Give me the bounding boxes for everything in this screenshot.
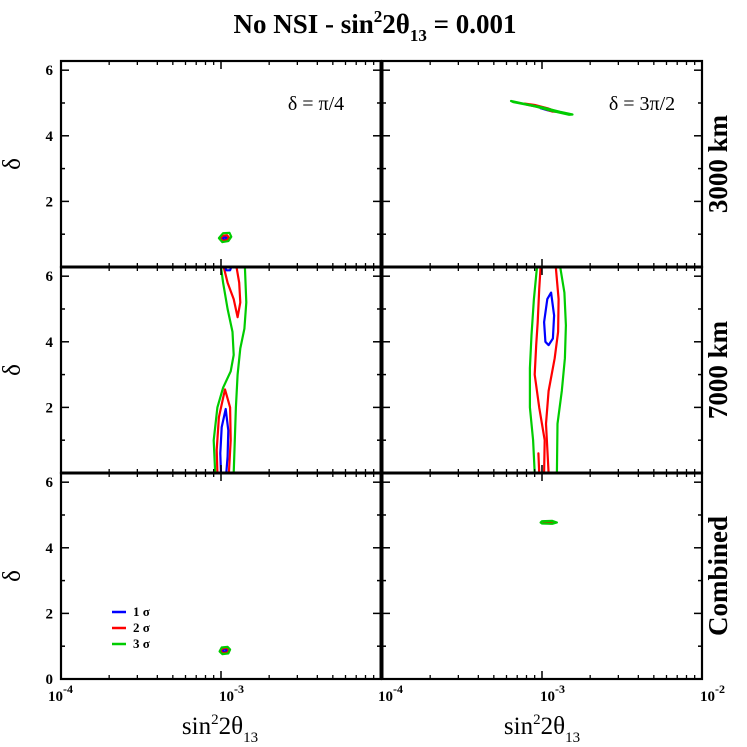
y-tick-label: 0	[46, 672, 54, 688]
y-tick-label: 6	[46, 269, 54, 285]
x-tick-label: 10-2	[700, 682, 725, 705]
y-tick-label: 2	[46, 400, 54, 416]
y-axis-label: δ	[0, 158, 26, 170]
contour-line	[212, 267, 235, 473]
panel-contours-r0-c1	[509, 99, 574, 116]
y-tick-label: 4	[46, 541, 54, 557]
contour-line	[215, 388, 232, 473]
panel-frame	[380, 59, 704, 269]
contour-line	[542, 291, 556, 347]
contour-layer	[212, 99, 574, 656]
panel-frame	[380, 471, 704, 681]
contour-line	[218, 645, 232, 656]
true-delta-label: δ = π/4	[288, 93, 344, 115]
legend-label: 3 σ	[133, 636, 150, 651]
panel-contours-r1-c1	[528, 267, 568, 473]
legend-label: 2 σ	[133, 620, 150, 635]
x-axis-label: sin22θ13	[504, 712, 580, 746]
contour-line	[528, 267, 539, 473]
row-label: Combined	[703, 516, 733, 636]
y-tick-label: 4	[46, 129, 54, 145]
contour-line	[223, 267, 233, 272]
ticks-layer: 2 4 6 2 4 6 0 2 4 6 10-4 10-3 10-4 10-3 10-2	[46, 61, 725, 705]
contour-line	[509, 99, 574, 116]
labels-layer: sin22θ13 sin22θ13 δ δ δ 3000 km 7000 km Combine…	[0, 93, 733, 746]
contour-line	[544, 267, 560, 473]
x-axis-label: sin22θ13	[182, 712, 258, 746]
row-label: 7000 km	[703, 320, 733, 419]
contour-line	[539, 519, 559, 525]
y-axis-label: δ	[0, 570, 26, 582]
true-delta-label: δ = 3π/2	[609, 93, 675, 115]
contour-line	[232, 267, 248, 473]
panel-contours-r2-c0	[218, 645, 232, 656]
figure-title: No NSI - sin22θ13 = 0.001	[233, 7, 516, 45]
row-label: 3000 km	[703, 114, 733, 213]
y-tick-label: 2	[46, 606, 54, 622]
panel-contours-r0-c0	[217, 231, 233, 244]
y-tick-label: 6	[46, 63, 54, 79]
legend-label: 1 σ	[133, 604, 150, 619]
x-tick-label: 10-4	[378, 682, 403, 705]
x-tick-label: 10-3	[540, 682, 565, 705]
y-tick-label: 4	[46, 335, 54, 351]
y-axis-label: δ	[0, 364, 26, 376]
contour-line	[555, 267, 568, 473]
panel-contours-r1-c0	[212, 267, 248, 473]
y-tick-label: 6	[46, 475, 54, 491]
contour-line	[222, 267, 242, 319]
contour-line	[537, 452, 541, 473]
panel-contours-r2-c1	[539, 519, 559, 525]
contour-line	[533, 267, 546, 473]
frames-layer	[59, 59, 704, 681]
x-tick-label: 10-4	[48, 682, 73, 705]
panel-frame	[380, 265, 704, 475]
y-tick-label: 2	[46, 194, 54, 210]
contour-line	[219, 407, 230, 473]
contour-line	[217, 231, 233, 244]
x-tick-label: 10-3	[219, 682, 244, 705]
